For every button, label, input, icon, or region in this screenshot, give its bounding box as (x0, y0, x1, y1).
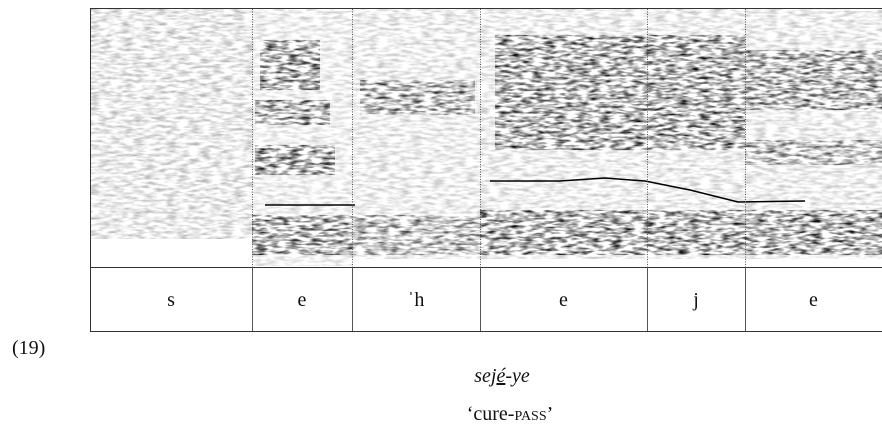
caption-part: sej (474, 365, 497, 387)
gloss-part: ’ (547, 403, 554, 425)
segment-label: s (167, 289, 175, 311)
segment-label: e (298, 289, 307, 311)
boundaries (252, 9, 746, 331)
segment-label: ˈh (408, 289, 425, 311)
caption: sejé-ye (474, 365, 530, 387)
pitch-track (490, 177, 806, 203)
caption-part: é (496, 365, 506, 387)
segment-label: j (692, 289, 699, 311)
gloss: ‘cure-pass’ (467, 403, 554, 425)
spectrogram-energy (91, 9, 882, 266)
caption-part: -ye (505, 365, 530, 387)
segment-label: e (559, 289, 568, 311)
gloss-part: pass (514, 403, 546, 425)
segment-label: e (809, 289, 818, 311)
gloss-part: ‘cure- (467, 403, 515, 425)
example-number: (19) (12, 337, 45, 359)
spectrogram (91, 9, 882, 266)
frame (90, 8, 882, 332)
